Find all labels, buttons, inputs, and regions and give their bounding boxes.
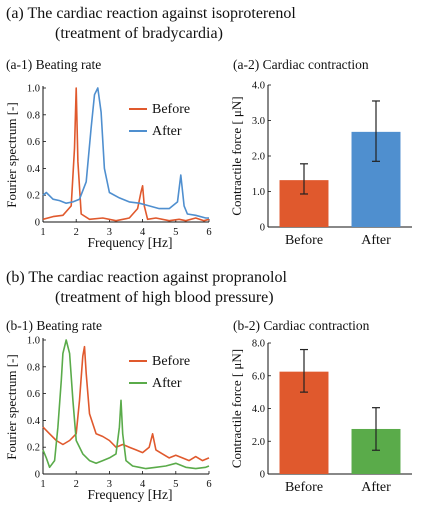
b2-category-label-after: After bbox=[361, 480, 391, 495]
a1-series-after-line bbox=[42, 87, 209, 219]
a2-ytick-label: 2.0 bbox=[252, 152, 265, 163]
b2-ytick-label: 4.0 bbox=[252, 404, 265, 415]
a1-xtick-label: 5 bbox=[173, 227, 178, 238]
a1-ytick-label: 0.2 bbox=[27, 191, 40, 202]
b1-ytick-label: 0.8 bbox=[27, 362, 40, 373]
b2-ytick-label: 6.0 bbox=[252, 371, 265, 382]
b1-xtick-label: 1 bbox=[40, 479, 45, 490]
b2-ytick-label: 0 bbox=[260, 470, 265, 481]
a1-xtick-label: 1 bbox=[40, 227, 45, 238]
a1-xtick-label: 6 bbox=[206, 227, 211, 238]
chart-a1-subtitle: (a-1) Beating rate bbox=[6, 57, 102, 72]
a2-category-label-after: After bbox=[361, 233, 391, 248]
panel-a-heading-line2: (treatment of bradycardia) bbox=[55, 25, 223, 42]
b1-ylabel: Fourier spectrum [-] bbox=[4, 354, 19, 459]
b1-xtick-label: 4 bbox=[140, 479, 146, 490]
b1-xlabel: Frequency [Hz] bbox=[87, 487, 172, 502]
b1-legend-label-before: Before bbox=[152, 354, 190, 369]
a1-series-before-line bbox=[42, 87, 210, 222]
a1-xtick-label: 4 bbox=[140, 227, 146, 238]
b1-xtick-label: 5 bbox=[173, 479, 178, 490]
a1-ytick-label: 0.6 bbox=[27, 137, 40, 148]
a1-ytick-label: 1.0 bbox=[27, 84, 40, 95]
b1-xtick-label: 2 bbox=[74, 479, 79, 490]
a1-legend-label-before: Before bbox=[152, 102, 190, 117]
a2-category-label-before: Before bbox=[285, 233, 323, 248]
chart-a2-subtitle: (a-2) Cardiac contraction bbox=[233, 57, 369, 72]
a2-ytick-label: 4.0 bbox=[252, 81, 265, 92]
b1-ytick-label: 0.4 bbox=[27, 416, 41, 427]
b1-ytick-label: 0 bbox=[35, 470, 40, 481]
panel-b-heading-line2: (treatment of high blood pressure) bbox=[55, 289, 274, 306]
b1-series-after-line bbox=[42, 339, 210, 470]
b2-ytick-label: 2.0 bbox=[252, 437, 265, 448]
b1-legend-label-after: After bbox=[152, 376, 182, 391]
a2-ytick-label: 3.0 bbox=[252, 116, 265, 127]
a1-legend-label-after: After bbox=[152, 124, 182, 139]
panel-b-heading-line1: (b) The cardiac reaction against propran… bbox=[6, 269, 287, 286]
b1-ytick-label: 0.2 bbox=[27, 443, 40, 454]
a2-ylabel: Contractile force [ μN] bbox=[229, 96, 244, 215]
chart-b2-subtitle: (b-2) Cardiac contraction bbox=[233, 318, 370, 333]
b1-xtick-label: 3 bbox=[107, 479, 112, 490]
b1-ytick-label: 0.6 bbox=[27, 389, 40, 400]
a1-xlabel: Frequency [Hz] bbox=[87, 235, 172, 250]
b2-ylabel: Contractile force [ μN] bbox=[229, 349, 244, 468]
chart-b1-subtitle: (b-1) Beating rate bbox=[6, 318, 102, 333]
a1-xtick-label: 3 bbox=[107, 227, 112, 238]
b2-ytick-label: 8.0 bbox=[252, 339, 265, 350]
b2-category-label-before: Before bbox=[285, 480, 323, 495]
panel-a-heading-line1: (a) The cardiac reaction against isoprot… bbox=[6, 5, 296, 22]
a1-ytick-label: 0 bbox=[35, 218, 40, 229]
a1-ylabel: Fourier spectrum [-] bbox=[4, 102, 19, 207]
a2-ytick-label: 1.0 bbox=[252, 187, 265, 198]
a2-ytick-label: 0 bbox=[260, 223, 265, 234]
b1-xtick-label: 6 bbox=[206, 479, 211, 490]
a1-ytick-label: 0.4 bbox=[27, 164, 41, 175]
a1-xtick-label: 2 bbox=[74, 227, 79, 238]
b1-ytick-label: 1.0 bbox=[27, 336, 40, 347]
a1-ytick-label: 0.8 bbox=[27, 110, 40, 121]
